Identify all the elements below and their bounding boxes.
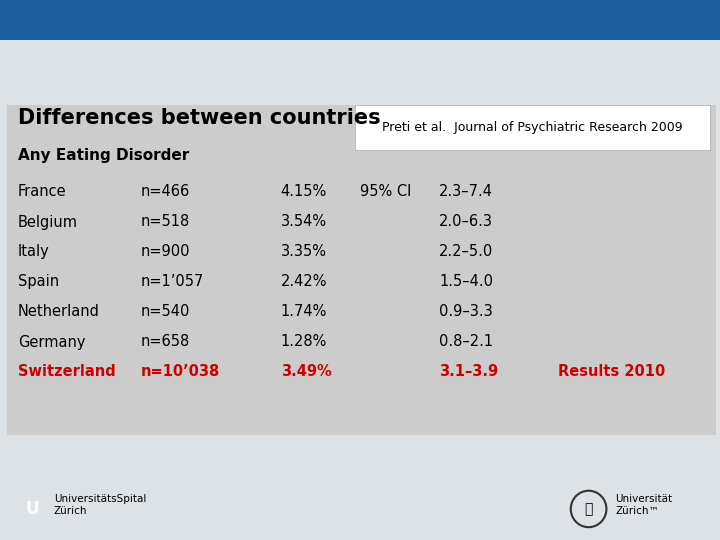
Polygon shape xyxy=(627,332,688,393)
Text: 3.49%: 3.49% xyxy=(281,364,331,380)
Polygon shape xyxy=(647,270,709,332)
Polygon shape xyxy=(606,239,647,301)
Text: 1.74%: 1.74% xyxy=(281,305,327,320)
Text: n=900: n=900 xyxy=(140,245,190,260)
Text: n=518: n=518 xyxy=(140,214,189,230)
Text: n=466: n=466 xyxy=(140,185,189,199)
Text: Differences between countries: Differences between countries xyxy=(18,108,381,128)
Text: Netherland: Netherland xyxy=(18,305,100,320)
Text: 1.5–4.0: 1.5–4.0 xyxy=(439,274,493,289)
Text: n=10’038: n=10’038 xyxy=(140,364,220,380)
Text: Results 2010: Results 2010 xyxy=(558,364,665,380)
Text: n=1’057: n=1’057 xyxy=(140,274,204,289)
Text: Preti et al.  Journal of Psychiatric Research 2009: Preti et al. Journal of Psychiatric Rese… xyxy=(382,121,683,134)
Polygon shape xyxy=(647,116,709,208)
Text: n=658: n=658 xyxy=(140,334,189,349)
Text: 95% CI: 95% CI xyxy=(360,185,411,199)
Text: 🏛: 🏛 xyxy=(585,502,593,516)
Polygon shape xyxy=(668,178,709,239)
Polygon shape xyxy=(524,178,566,270)
Text: 0.9–3.3: 0.9–3.3 xyxy=(439,305,493,320)
Text: 2.3–7.4: 2.3–7.4 xyxy=(439,185,493,199)
Text: Any Eating Disorder: Any Eating Disorder xyxy=(18,147,189,163)
Text: UniversitätsSpital
Zürich: UniversitätsSpital Zürich xyxy=(54,494,146,516)
Text: France: France xyxy=(18,185,67,199)
Polygon shape xyxy=(586,116,668,239)
Polygon shape xyxy=(586,239,647,301)
Text: Germany: Germany xyxy=(18,334,86,349)
Text: 3.35%: 3.35% xyxy=(281,245,327,260)
Text: 2.0–6.3: 2.0–6.3 xyxy=(439,214,493,230)
Polygon shape xyxy=(545,239,606,332)
Text: n=540: n=540 xyxy=(140,305,190,320)
Text: Universität
Zürich™: Universität Zürich™ xyxy=(616,494,672,516)
Polygon shape xyxy=(504,301,566,393)
Text: 0.8–2.1: 0.8–2.1 xyxy=(439,334,493,349)
Text: 3.54%: 3.54% xyxy=(281,214,327,230)
Text: 3.1–3.9: 3.1–3.9 xyxy=(439,364,498,380)
Text: 1.28%: 1.28% xyxy=(281,334,327,349)
Polygon shape xyxy=(504,116,545,178)
Text: U: U xyxy=(26,500,39,518)
Text: Spain: Spain xyxy=(18,274,59,289)
Text: 2.2–5.0: 2.2–5.0 xyxy=(439,245,493,260)
Text: 2.42%: 2.42% xyxy=(281,274,328,289)
Polygon shape xyxy=(606,270,647,409)
Text: Switzerland: Switzerland xyxy=(18,364,116,380)
Text: 4.15%: 4.15% xyxy=(281,185,327,199)
Text: Belgium: Belgium xyxy=(18,214,78,230)
Text: Italy: Italy xyxy=(18,245,50,260)
